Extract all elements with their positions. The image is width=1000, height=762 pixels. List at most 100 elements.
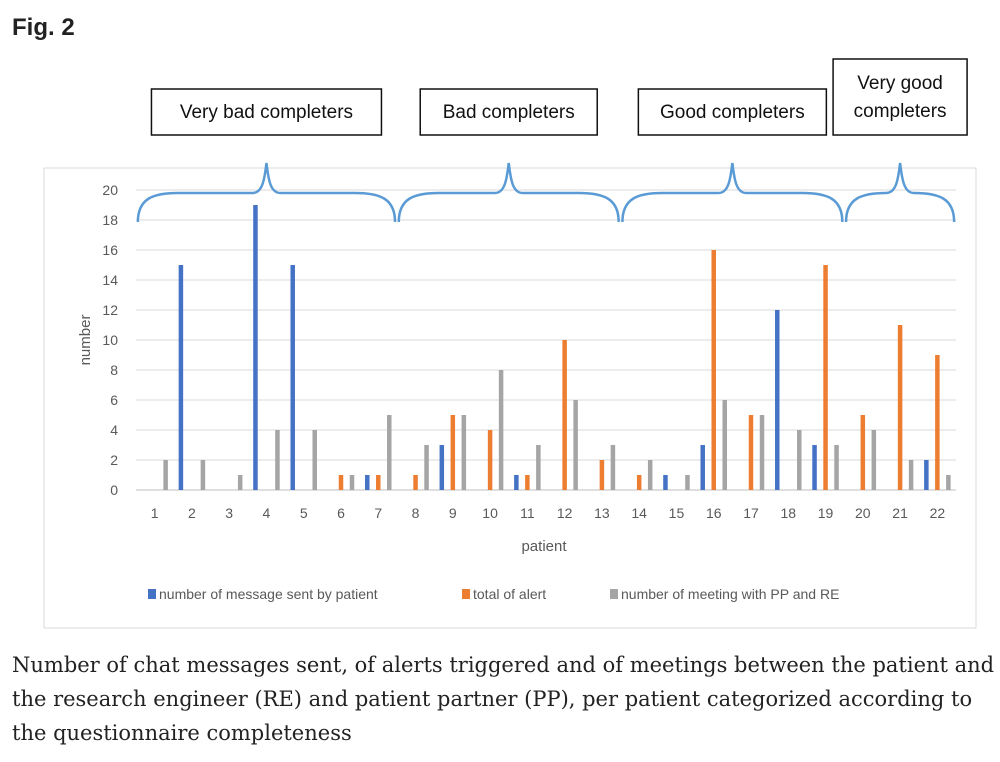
legend-label: number of message sent by patient bbox=[159, 586, 378, 602]
bar bbox=[487, 430, 493, 490]
figure-label: Fig. 2 bbox=[12, 14, 75, 41]
bar bbox=[498, 370, 504, 490]
bar bbox=[908, 460, 914, 490]
x-tick-label: 11 bbox=[520, 505, 535, 521]
group-label-box bbox=[419, 88, 598, 136]
bar bbox=[748, 415, 754, 490]
bar bbox=[860, 415, 866, 490]
bar bbox=[573, 400, 578, 490]
x-tick-label: 12 bbox=[557, 505, 573, 521]
x-tick-label: 15 bbox=[669, 505, 685, 521]
x-tick-label: 1 bbox=[151, 505, 159, 521]
x-tick-label: 4 bbox=[263, 505, 271, 521]
bar bbox=[200, 460, 206, 490]
x-tick-label: 17 bbox=[743, 505, 759, 521]
x-tick-label: 13 bbox=[594, 505, 610, 521]
bar bbox=[700, 445, 705, 490]
x-tick-label: 7 bbox=[374, 505, 382, 521]
x-tick-label: 22 bbox=[930, 505, 946, 521]
bar bbox=[823, 265, 828, 490]
bar bbox=[178, 265, 184, 490]
group-label: Good completers bbox=[660, 102, 805, 123]
x-tick-label: 18 bbox=[780, 505, 796, 521]
group-label-box bbox=[637, 88, 828, 136]
bar bbox=[514, 475, 519, 490]
y-tick-label: 2 bbox=[110, 452, 118, 468]
bar bbox=[647, 460, 653, 490]
bar bbox=[610, 445, 616, 490]
bar bbox=[897, 325, 903, 490]
bar bbox=[424, 445, 429, 490]
group-label: completers bbox=[854, 101, 947, 122]
bar bbox=[536, 445, 541, 490]
legend-swatch bbox=[462, 589, 470, 599]
x-tick-label: 8 bbox=[412, 505, 420, 521]
bar bbox=[946, 475, 951, 490]
bar bbox=[163, 460, 168, 490]
bar bbox=[812, 445, 817, 490]
bar bbox=[924, 460, 929, 490]
group-label-box bbox=[832, 58, 968, 136]
bar bbox=[834, 445, 839, 490]
bars bbox=[163, 205, 951, 490]
bar bbox=[775, 310, 780, 490]
group-label: Very bad completers bbox=[180, 102, 353, 123]
bar bbox=[290, 265, 295, 490]
bar bbox=[376, 475, 381, 490]
group-label: Very good bbox=[857, 73, 943, 94]
bar bbox=[663, 475, 668, 490]
completer-groups: Very bad completers Bad completers Good co… bbox=[136, 58, 968, 223]
y-tick-label: 10 bbox=[102, 332, 118, 348]
x-tick-label: 21 bbox=[892, 505, 908, 521]
gridlines bbox=[136, 189, 956, 491]
bar bbox=[237, 475, 243, 490]
x-tick-label: 9 bbox=[449, 505, 457, 521]
bar bbox=[275, 430, 280, 490]
x-tick-label: 10 bbox=[482, 505, 498, 521]
bar bbox=[722, 400, 727, 490]
y-axis-title: number bbox=[77, 315, 94, 366]
bar bbox=[439, 445, 445, 490]
bar bbox=[349, 475, 355, 490]
x-tick-label: 19 bbox=[818, 505, 834, 521]
bar bbox=[338, 475, 344, 490]
group-brace bbox=[136, 162, 397, 223]
legend-swatch bbox=[610, 589, 618, 599]
y-tick-labels: 0 2 4 6 8 10 12 14 16 18 20 bbox=[102, 182, 118, 498]
bar bbox=[312, 430, 317, 490]
group-brace bbox=[397, 162, 620, 223]
y-tick-label: 16 bbox=[102, 242, 118, 258]
bar bbox=[365, 475, 370, 490]
bar bbox=[685, 475, 690, 490]
x-tick-label: 6 bbox=[337, 505, 345, 521]
bar bbox=[461, 415, 467, 490]
bar bbox=[387, 415, 392, 490]
y-tick-label: 12 bbox=[102, 302, 118, 318]
y-tick-label: 14 bbox=[102, 272, 118, 288]
bar bbox=[562, 340, 567, 490]
figure-caption: Number of chat messages sent, of alerts … bbox=[12, 653, 995, 745]
bar bbox=[525, 475, 530, 490]
legend-label: number of meeting with PP and RE bbox=[621, 586, 839, 602]
bar bbox=[711, 250, 716, 490]
y-tick-label: 20 bbox=[102, 182, 118, 198]
bar bbox=[413, 475, 418, 490]
group-brace bbox=[844, 162, 956, 223]
y-tick-label: 0 bbox=[110, 482, 118, 498]
x-axis-title: patient bbox=[521, 538, 567, 555]
chart-frame bbox=[43, 167, 977, 629]
bar bbox=[599, 460, 605, 490]
bar bbox=[253, 205, 258, 490]
y-tick-label: 8 bbox=[110, 362, 118, 378]
bar bbox=[871, 430, 877, 490]
x-tick-label: 3 bbox=[225, 505, 233, 521]
bar bbox=[797, 430, 802, 490]
bar bbox=[450, 415, 456, 490]
bar bbox=[636, 475, 642, 490]
y-tick-label: 18 bbox=[102, 212, 118, 228]
group-label: Bad completers bbox=[443, 102, 575, 123]
x-tick-label: 2 bbox=[188, 505, 196, 521]
y-tick-label: 4 bbox=[110, 422, 118, 438]
legend-swatch bbox=[148, 589, 156, 599]
